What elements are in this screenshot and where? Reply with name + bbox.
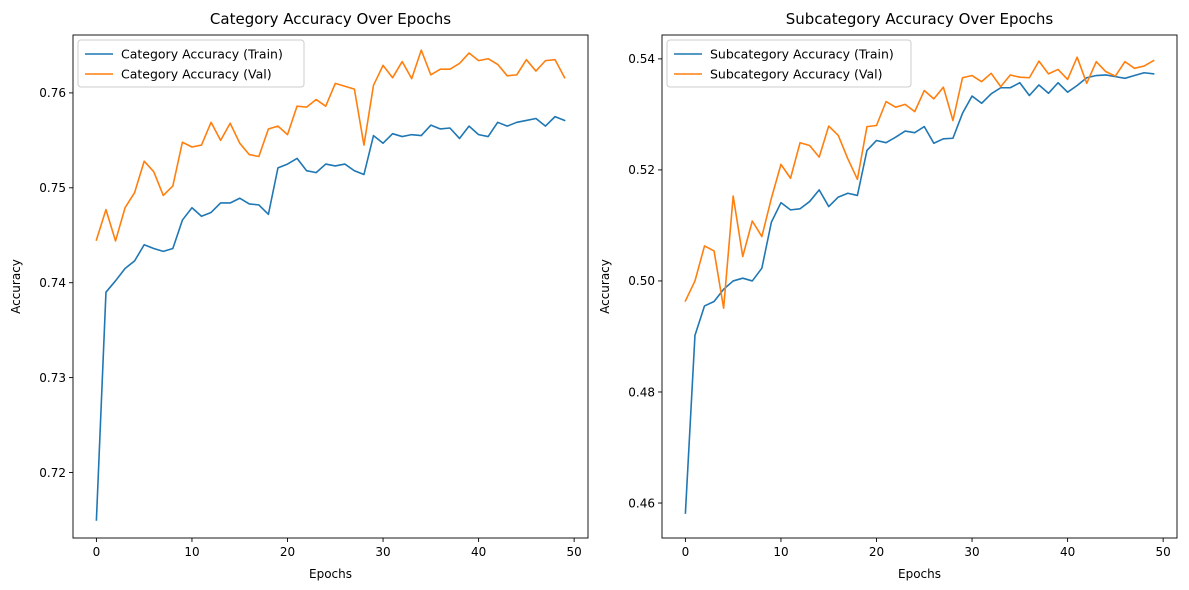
x-tick-label: 20 bbox=[280, 545, 295, 559]
y-tick-label: 0.74 bbox=[39, 276, 66, 290]
y-tick-label: 0.73 bbox=[39, 371, 66, 385]
plot-area bbox=[662, 35, 1177, 538]
series-line-val bbox=[95, 49, 566, 242]
y-tick-label: 0.72 bbox=[39, 466, 66, 480]
axes-frame bbox=[72, 34, 589, 539]
x-tick-label: 10 bbox=[184, 545, 199, 559]
y-tick-label: 0.46 bbox=[628, 496, 655, 510]
series-line-train bbox=[95, 115, 566, 521]
chart-title: Subcategory Accuracy Over Epochs bbox=[786, 10, 1054, 28]
axes-frame bbox=[661, 34, 1178, 539]
legend-box bbox=[666, 39, 912, 88]
y-axis-label: Accuracy bbox=[9, 259, 23, 314]
x-tick-label: 40 bbox=[471, 545, 486, 559]
y-tick-label: 0.48 bbox=[628, 385, 655, 399]
y-tick-label: 0.54 bbox=[628, 52, 655, 66]
y-tick-label: 0.76 bbox=[39, 86, 66, 100]
x-axis-label: Epochs bbox=[309, 567, 352, 581]
x-axis-label: Epochs bbox=[898, 567, 941, 581]
x-tick-label: 40 bbox=[1060, 545, 1075, 559]
chart-title: Category Accuracy Over Epochs bbox=[210, 10, 451, 28]
y-tick-label: 0.50 bbox=[628, 274, 655, 288]
legend-box bbox=[77, 39, 305, 88]
legend-label: Subcategory Accuracy (Train) bbox=[710, 47, 894, 62]
y-tick-label: 0.75 bbox=[39, 181, 66, 195]
legend-label: Subcategory Accuracy (Val) bbox=[710, 67, 883, 82]
plot-area bbox=[73, 35, 588, 538]
y-axis-label: Accuracy bbox=[598, 259, 612, 314]
y-tick-label: 0.52 bbox=[628, 163, 655, 177]
x-tick-label: 0 bbox=[93, 545, 101, 559]
series-line-train bbox=[684, 71, 1155, 514]
x-tick-label: 10 bbox=[773, 545, 788, 559]
legend-label: Category Accuracy (Val) bbox=[121, 67, 272, 82]
x-tick-label: 20 bbox=[869, 545, 884, 559]
category-accuracy-chart: 0 10 20 30 40 50 0.72 0.73 0.74 0.75 0.76 Category … bbox=[9, 10, 589, 581]
series-line-val bbox=[684, 56, 1155, 309]
x-tick-label: 0 bbox=[682, 545, 690, 559]
subcategory-accuracy-chart: 0 10 20 30 40 50 0.46 0.48 0.50 0.52 0.54 Subcatego… bbox=[598, 10, 1178, 581]
x-tick-label: 50 bbox=[567, 545, 582, 559]
x-tick-label: 30 bbox=[964, 545, 979, 559]
legend-label: Category Accuracy (Train) bbox=[121, 47, 283, 62]
x-tick-label: 50 bbox=[1156, 545, 1171, 559]
x-tick-label: 30 bbox=[375, 545, 390, 559]
